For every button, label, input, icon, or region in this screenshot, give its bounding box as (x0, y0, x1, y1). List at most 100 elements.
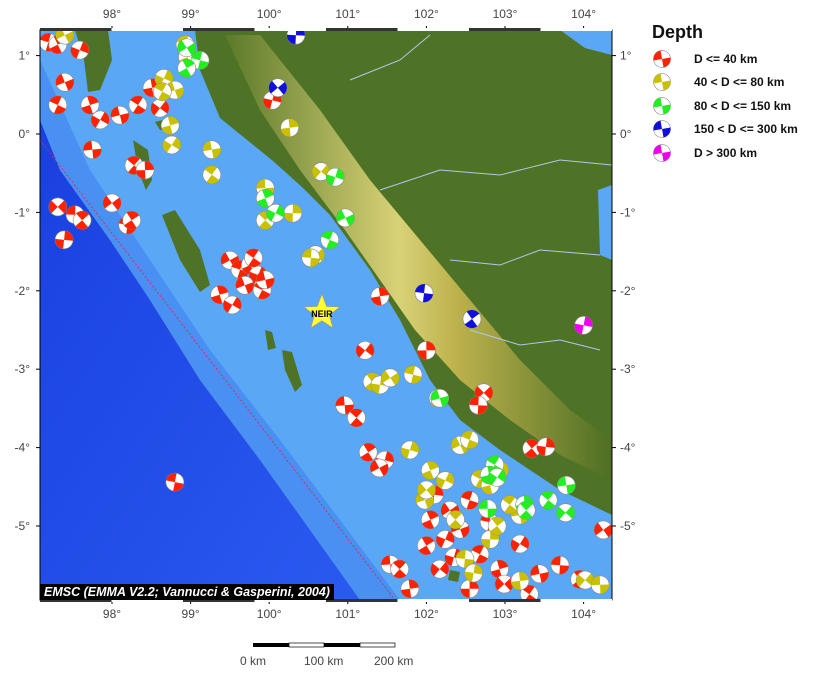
earthquake-beachball-inter (557, 475, 576, 495)
axis-ticks: 98° 98° 99° 99° 100° 100° 101° 101° 102° 102° 103°… (15, 7, 636, 621)
beachball-icon (653, 49, 671, 68)
legend-label: 150 < D <= 300 km (694, 122, 798, 137)
lat-tick-label-left: 0° (19, 127, 31, 141)
lon-tick-label-bottom: 99° (182, 607, 200, 621)
earthquake-beachball-inter (430, 388, 450, 408)
earthquake-beachball-mid (283, 203, 303, 223)
lat-tick-label-left: -3° (15, 362, 31, 376)
beachball-icon (653, 73, 671, 92)
earthquake-beachball-inter (255, 188, 275, 208)
earthquake-beachball-shallow (520, 584, 539, 600)
earthquake-beachball-inter (190, 51, 210, 70)
legend-item-deep: 150 < D <= 300 km (652, 118, 798, 142)
earthquake-beachball-mid (202, 140, 222, 159)
terrain: NEIR (40, 30, 612, 600)
earthquake-beachball-shallow (255, 270, 275, 290)
legend-label: D <= 40 km (694, 51, 758, 66)
earthquake-beachball-mid (154, 69, 174, 88)
rivers (349, 34, 431, 81)
lon-tick-label-top: 101° (335, 7, 360, 21)
river (379, 159, 612, 191)
earthquake-beachball-mid (590, 575, 610, 595)
earthquake-beachball-shallow (390, 559, 409, 579)
earthquake-beachball-inter (478, 499, 498, 519)
earthquake-beachball-shallow (70, 40, 90, 60)
earthquake-beachball-shallow (110, 105, 130, 125)
earthquake-beachball-shallow (370, 286, 390, 306)
earthquake-beachball-shallow (48, 95, 68, 115)
scale-label-100: 100 km (304, 654, 344, 668)
earthquake-beachball-mid (301, 248, 321, 268)
earthquake-beachball-inter (487, 468, 507, 487)
lat-tick-label-right: -3° (620, 362, 636, 376)
earthquake-beachball-mid (500, 495, 520, 515)
beachball-icon-shallow (653, 49, 671, 68)
station-label: NEIR (311, 309, 333, 319)
lon-tick-label-top: 104° (571, 7, 596, 21)
lat-tick-label-right: 0° (620, 127, 632, 141)
earthquake-beachball-mid (435, 471, 455, 490)
mountain-ridge (225, 35, 612, 480)
earthquake-beachball-mid (280, 118, 299, 138)
lat-tick-label-left: 1° (19, 49, 31, 63)
earthquake-beachball-shallow (468, 395, 488, 415)
earthquake-beachball-shallow (235, 276, 255, 295)
earthquake-beachball-mid (162, 135, 182, 155)
earthquake-beachball-shallow (530, 564, 549, 584)
lat-tick-label-right: -2° (620, 284, 636, 298)
earthquake-beachball-shallow (54, 230, 74, 250)
beachball-icon-vdeep (653, 143, 671, 162)
lon-tick-label-bottom: 104° (571, 607, 596, 621)
legend-label: 80 < D <= 150 km (694, 98, 792, 113)
earthquake-beachball-shallow (593, 520, 612, 540)
earthquake-beachball-inter (556, 503, 575, 522)
lon-tick-label-top: 98° (103, 7, 121, 21)
earthquake-beachball-shallow (417, 536, 436, 555)
earthquake-beachball-shallow (55, 72, 75, 92)
earthquake-beachball-shallow (358, 443, 378, 462)
scale-label-0: 0 km (240, 654, 267, 668)
station-star-icon (302, 292, 341, 330)
earthquake-beachball-mid (460, 430, 479, 450)
river (449, 249, 601, 266)
earthquake-beachball-shallow (494, 574, 514, 594)
earthquake-beachball-vdeep (574, 315, 593, 335)
lon-tick-label-bottom: 101° (335, 607, 360, 621)
earthquake-beachball-shallow (355, 341, 375, 360)
legend-title: Depth (652, 22, 703, 42)
legend-item-vdeep: D > 300 km (652, 141, 798, 165)
earthquake-beachball-mid (510, 571, 530, 591)
earthquake-beachball-shallow (80, 95, 100, 115)
earthquake-beachball-shallow (522, 439, 542, 458)
earthquake-beachball-mid (160, 116, 180, 135)
earthquake-beachball-mid (421, 461, 440, 480)
earthquake-beachball-shallow (347, 408, 366, 428)
earthquake-beachball-inter (177, 58, 196, 78)
earthquake-beachball-shallow (536, 437, 556, 457)
earthquake-beachball-inter (177, 38, 196, 58)
lon-tick-label-top: 99° (182, 7, 200, 21)
sipora-island (265, 330, 276, 350)
lat-tick-label-left: -1° (15, 205, 31, 219)
earthquake-beachball-shallow (460, 579, 479, 599)
earthquake-beachball-mid (380, 368, 400, 388)
earthquake-beachball-shallow (435, 530, 455, 549)
earthquake-beachball-shallow (460, 490, 479, 510)
earthquake-beachball-shallow (417, 341, 436, 360)
earthquake-beachball-inter (516, 501, 536, 520)
earthquake-beachball-shallow (102, 193, 122, 213)
earthquake-beachball-shallow (421, 510, 440, 530)
earthquake-beachball-shallow (122, 210, 141, 230)
earthquake-beachball-inter (320, 230, 340, 250)
earthquake-beachball-shallow (490, 559, 509, 579)
earthquake-beachball-deep (268, 78, 288, 98)
earthquake-beachball-inter (538, 490, 558, 510)
earthquake-beachball-shallow (510, 534, 530, 554)
lat-tick-label-left: -5° (15, 519, 31, 533)
lon-tick-label-bottom: 103° (493, 607, 518, 621)
station-layer: NEIR (302, 292, 341, 330)
earthquake-beachball-mid (417, 480, 436, 500)
earthquake-beachball-inter (266, 203, 285, 223)
earthquake-beachball-shallow (165, 472, 185, 492)
earthquake-beachball-inter (325, 167, 345, 187)
